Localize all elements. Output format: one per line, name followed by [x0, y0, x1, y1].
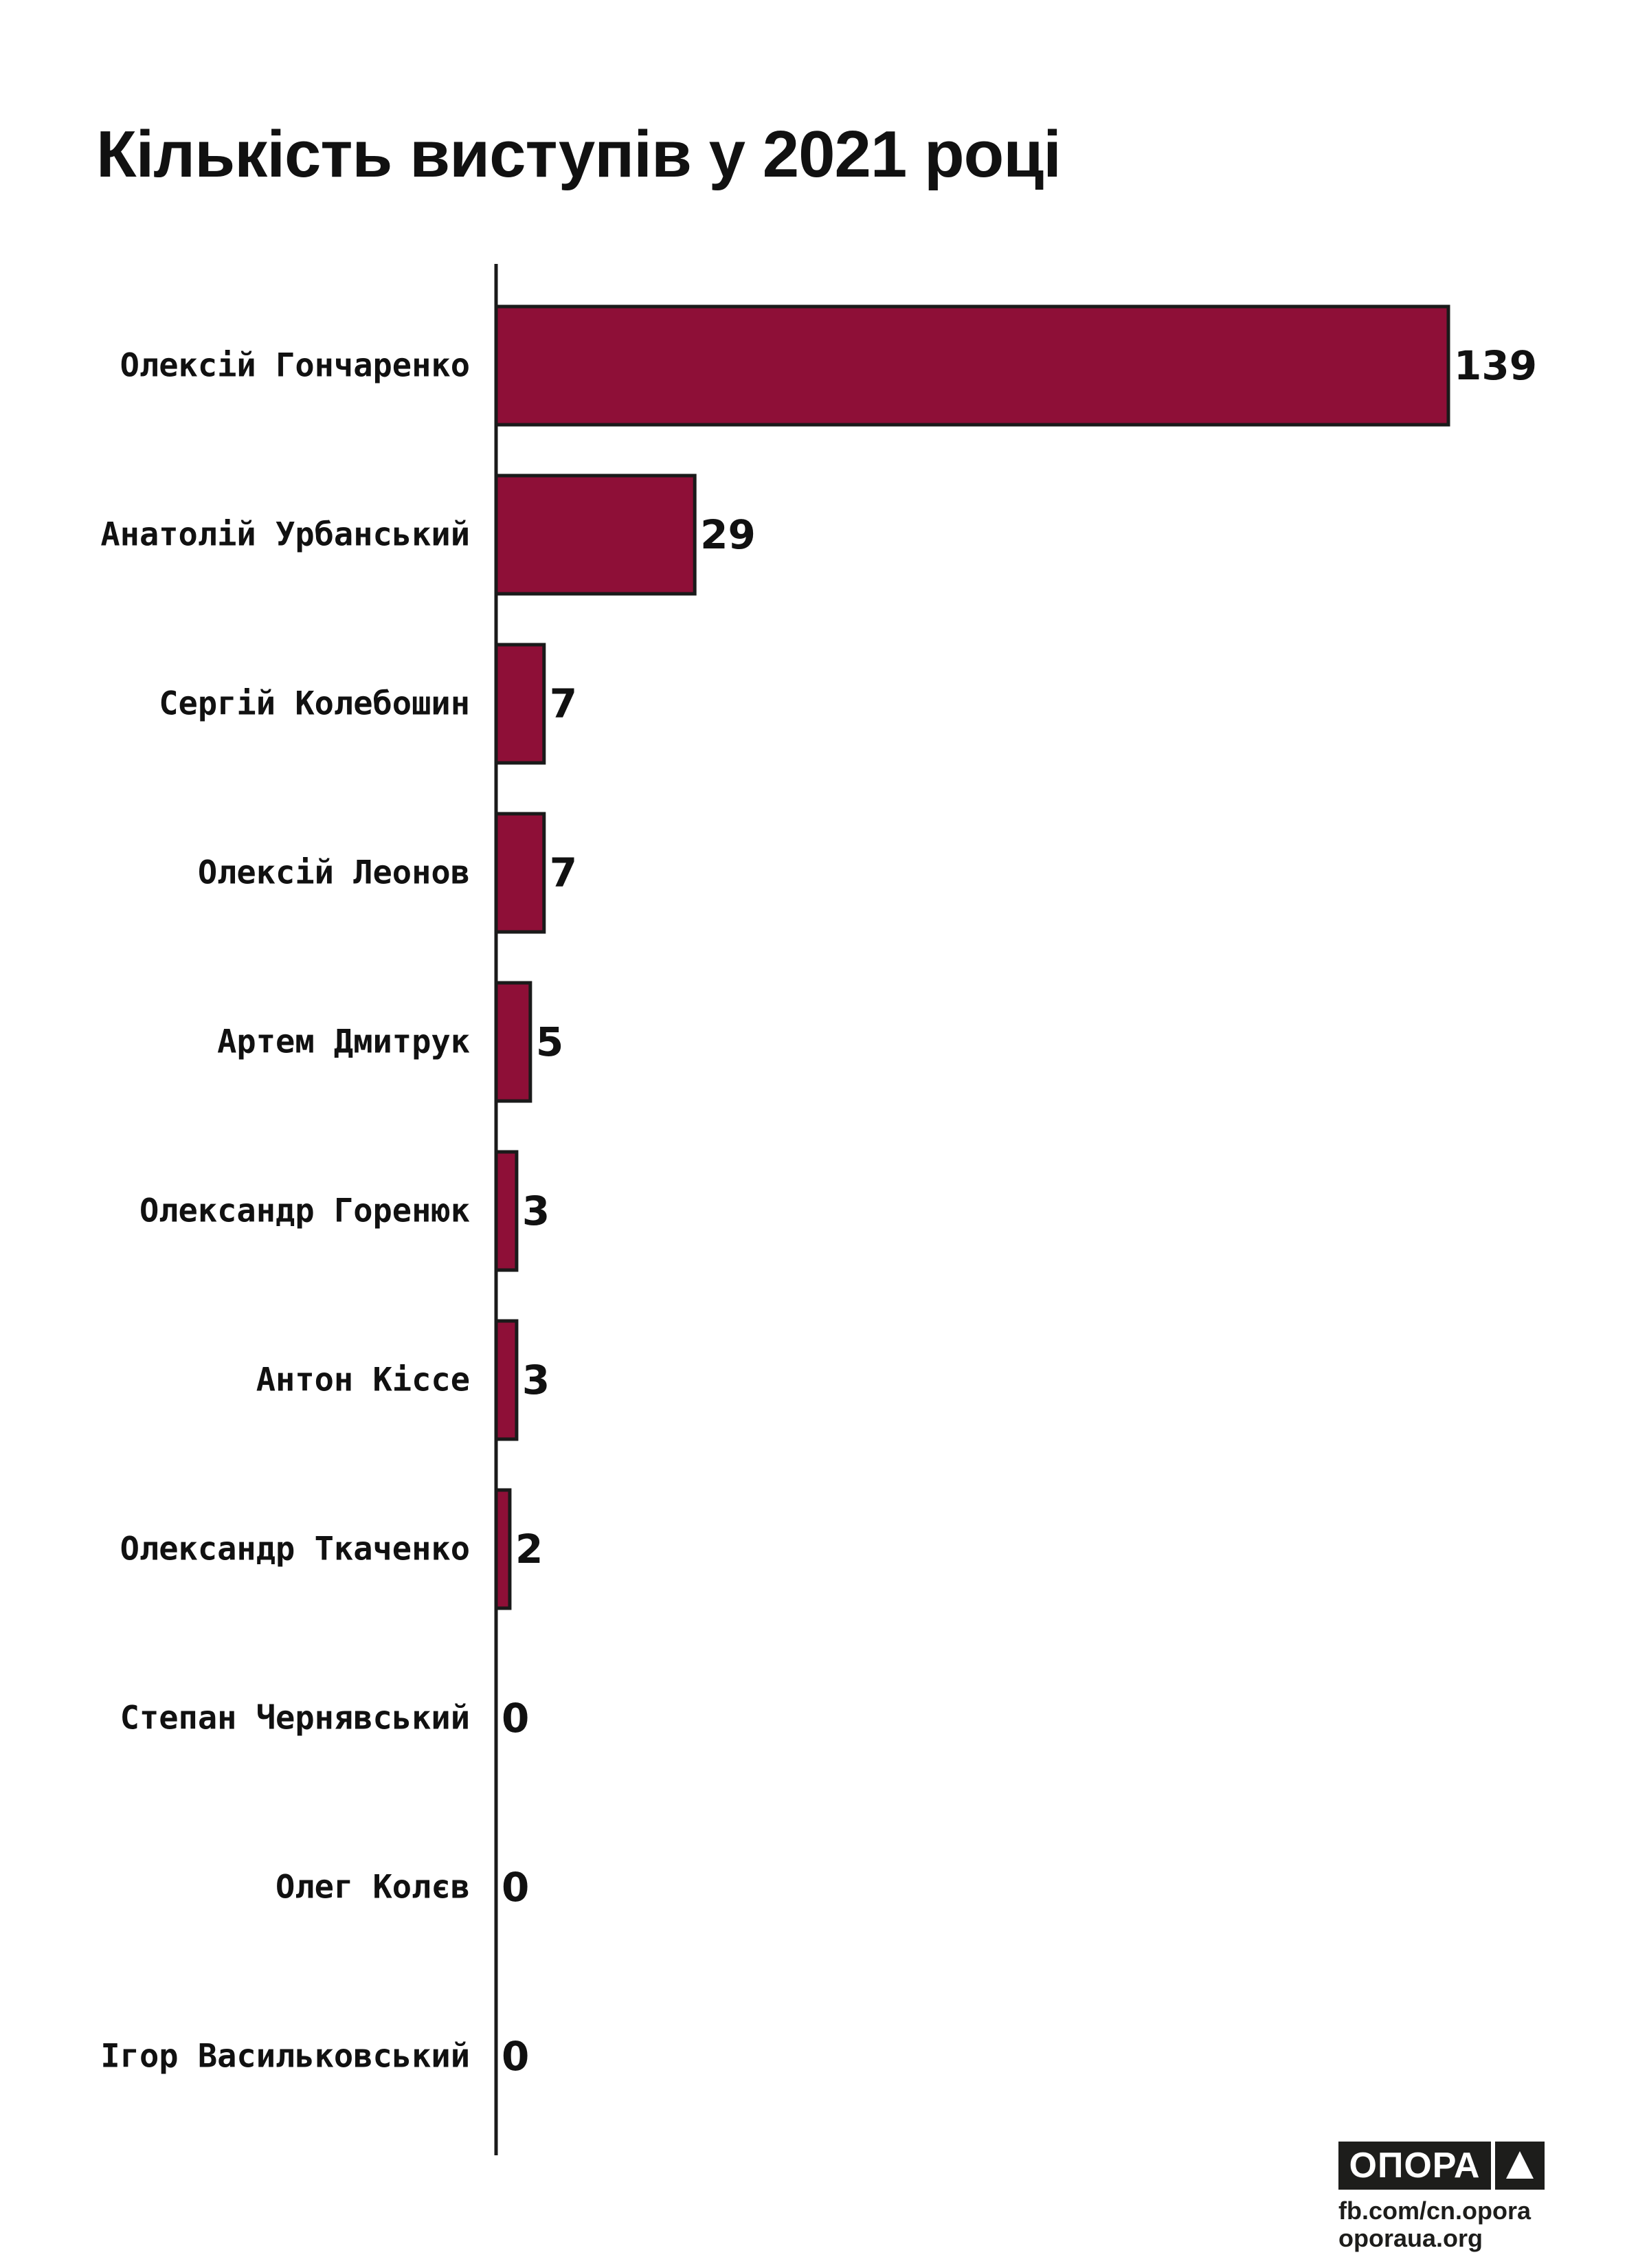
- value-label-6: 3: [522, 1357, 550, 1403]
- category-label-4: Артем Дмитрук: [217, 1023, 470, 1061]
- value-label-8: 0: [502, 1695, 529, 1742]
- footer-facebook-link[interactable]: fb.com/cn.opora: [1338, 2197, 1532, 2225]
- value-label-0: 139: [1454, 342, 1537, 389]
- category-label-1: Анатолій Урбанський: [100, 516, 470, 554]
- category-label-6: Антон Кіссе: [256, 1361, 470, 1399]
- triangle-icon: [1506, 2151, 1534, 2179]
- category-label-7: Олександр Ткаченко: [120, 1531, 470, 1568]
- bar-7: [494, 1488, 512, 1610]
- value-label-2: 7: [550, 680, 577, 727]
- category-label-8: Степан Чернявський: [120, 1700, 470, 1737]
- value-label-4: 5: [536, 1019, 563, 1065]
- bar-4: [494, 981, 532, 1103]
- value-label-9: 0: [502, 1864, 529, 1911]
- value-label-10: 0: [502, 2033, 529, 2080]
- value-label-1: 29: [700, 511, 756, 558]
- bar-3: [494, 812, 546, 934]
- bar-2: [494, 643, 546, 765]
- bar-6: [494, 1319, 519, 1441]
- value-label-5: 3: [522, 1188, 550, 1234]
- category-label-9: Олег Колєв: [276, 1869, 470, 1906]
- chart-title: Кількість виступів у 2021 році: [96, 118, 1062, 191]
- opora-logo: ОПОРА: [1338, 2142, 1545, 2190]
- category-labels: Олексій Гончаренко Анатолій Урбанський Сер…: [100, 347, 470, 2076]
- bar-1: [494, 474, 697, 596]
- footer-website-link[interactable]: oporaua.org: [1338, 2224, 1483, 2252]
- bar-5: [494, 1150, 519, 1272]
- value-label-7: 2: [515, 1526, 543, 1572]
- category-label-10: Ігор Васильковський: [100, 2038, 470, 2076]
- value-labels: 139 29 7 7 5 3 3 2 0 0 0: [502, 342, 1537, 2080]
- logo-wordmark: ОПОРА: [1338, 2142, 1491, 2190]
- bars-group: [494, 304, 1450, 1610]
- category-label-2: Сергій Колебошин: [159, 685, 470, 723]
- logo-icon-box: [1495, 2142, 1545, 2190]
- category-label-5: Олександр Горенюк: [139, 1192, 470, 1230]
- value-label-3: 7: [550, 849, 577, 896]
- bar-0: [494, 304, 1450, 427]
- category-label-3: Олексій Леонов: [198, 854, 470, 892]
- category-label-0: Олексій Гончаренко: [120, 347, 470, 385]
